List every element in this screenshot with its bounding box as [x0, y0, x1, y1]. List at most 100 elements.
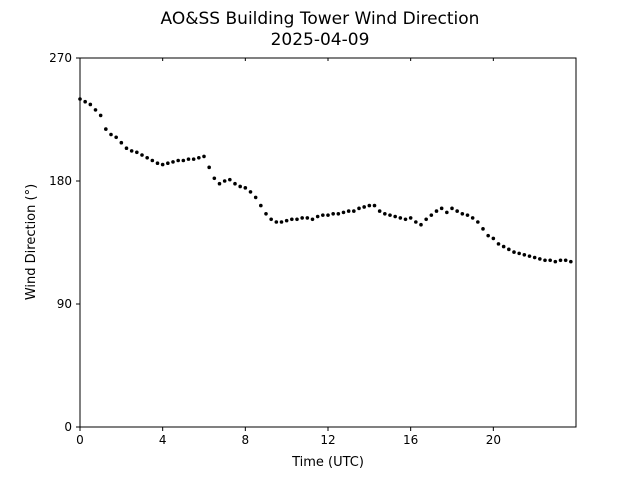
- data-point: [439, 206, 444, 211]
- data-point: [388, 213, 392, 217]
- data-point: [160, 162, 165, 167]
- data-point: [104, 127, 108, 131]
- data-point: [207, 165, 211, 170]
- data-point: [460, 212, 465, 216]
- data-point: [532, 255, 537, 260]
- data-point: [253, 195, 258, 200]
- data-points: [78, 97, 573, 264]
- data-point: [109, 132, 113, 137]
- x-tick-label: 12: [320, 433, 335, 447]
- data-point: [243, 186, 248, 190]
- data-point: [336, 212, 341, 216]
- data-point: [191, 157, 196, 161]
- data-point: [326, 213, 330, 217]
- data-point: [538, 257, 542, 261]
- data-point: [150, 158, 155, 163]
- data-point: [408, 216, 413, 220]
- data-point: [315, 214, 320, 219]
- data-point: [341, 210, 346, 215]
- data-point: [569, 259, 573, 264]
- x-tick-label: 8: [242, 433, 250, 447]
- data-point: [367, 203, 372, 208]
- data-point: [455, 209, 459, 213]
- data-point: [300, 216, 304, 220]
- data-point: [403, 217, 408, 222]
- data-point: [181, 158, 186, 163]
- chart-title: AO&SS Building Tower Wind Direction: [161, 9, 480, 29]
- data-point: [279, 220, 284, 224]
- data-point: [197, 155, 201, 160]
- data-point: [295, 217, 299, 222]
- data-point: [98, 113, 103, 118]
- data-point: [321, 213, 325, 217]
- data-point: [496, 242, 501, 246]
- data-point: [372, 203, 377, 208]
- data-point: [553, 259, 558, 264]
- data-point: [563, 258, 568, 263]
- data-point: [176, 158, 180, 163]
- data-point: [434, 209, 439, 213]
- data-point: [259, 203, 263, 208]
- data-point: [512, 250, 516, 254]
- data-point: [269, 217, 273, 222]
- data-point: [522, 253, 527, 257]
- data-point: [445, 210, 449, 215]
- chart-subtitle: 2025-04-09: [271, 30, 370, 50]
- data-point: [331, 212, 335, 216]
- data-point: [124, 146, 129, 150]
- data-point: [352, 209, 356, 213]
- data-point: [290, 217, 294, 222]
- data-point: [88, 102, 93, 107]
- data-point: [470, 216, 475, 220]
- data-point: [429, 213, 434, 217]
- data-point: [362, 205, 366, 209]
- plot-frame: [79, 57, 577, 428]
- data-point: [501, 244, 506, 249]
- data-point: [491, 236, 496, 241]
- data-point: [346, 209, 351, 213]
- data-point: [558, 258, 563, 263]
- data-point: [305, 216, 310, 220]
- x-tick-label: 0: [76, 433, 84, 447]
- y-tick-label: 180: [49, 174, 72, 188]
- y-tick-label: 270: [49, 51, 72, 65]
- data-point: [398, 216, 403, 220]
- data-point: [517, 251, 521, 256]
- data-point: [186, 157, 191, 161]
- data-point: [222, 179, 227, 183]
- data-point: [228, 177, 232, 182]
- x-axis-label: Time (UTC): [291, 455, 364, 470]
- data-point: [93, 108, 98, 112]
- data-point: [166, 161, 170, 166]
- data-point: [507, 247, 511, 252]
- data-point: [310, 217, 315, 222]
- data-point: [238, 184, 242, 189]
- data-point: [114, 135, 118, 140]
- data-point: [284, 218, 289, 223]
- data-point: [217, 181, 222, 186]
- data-point: [140, 153, 144, 157]
- x-tick-label: 4: [159, 433, 167, 447]
- data-point: [465, 213, 470, 217]
- data-point: [202, 154, 206, 159]
- data-point: [377, 209, 382, 213]
- data-point: [135, 150, 139, 155]
- x-tick-label: 20: [486, 433, 501, 447]
- data-point: [450, 206, 454, 211]
- data-point: [481, 227, 485, 231]
- y-axis-ticks: 0 90 180 270: [49, 51, 80, 434]
- data-point: [543, 258, 547, 263]
- data-point: [393, 214, 397, 219]
- data-point: [119, 140, 124, 145]
- y-tick-label: 90: [57, 297, 72, 311]
- data-point: [548, 258, 552, 263]
- data-point: [212, 176, 217, 181]
- data-point: [424, 217, 428, 222]
- x-axis-ticks: 0 4 8 12 16 20: [76, 58, 501, 447]
- data-point: [155, 161, 160, 166]
- data-point: [145, 155, 149, 160]
- y-axis-label: Wind Direction (°): [24, 184, 39, 300]
- data-point: [414, 220, 418, 224]
- data-point: [171, 160, 175, 164]
